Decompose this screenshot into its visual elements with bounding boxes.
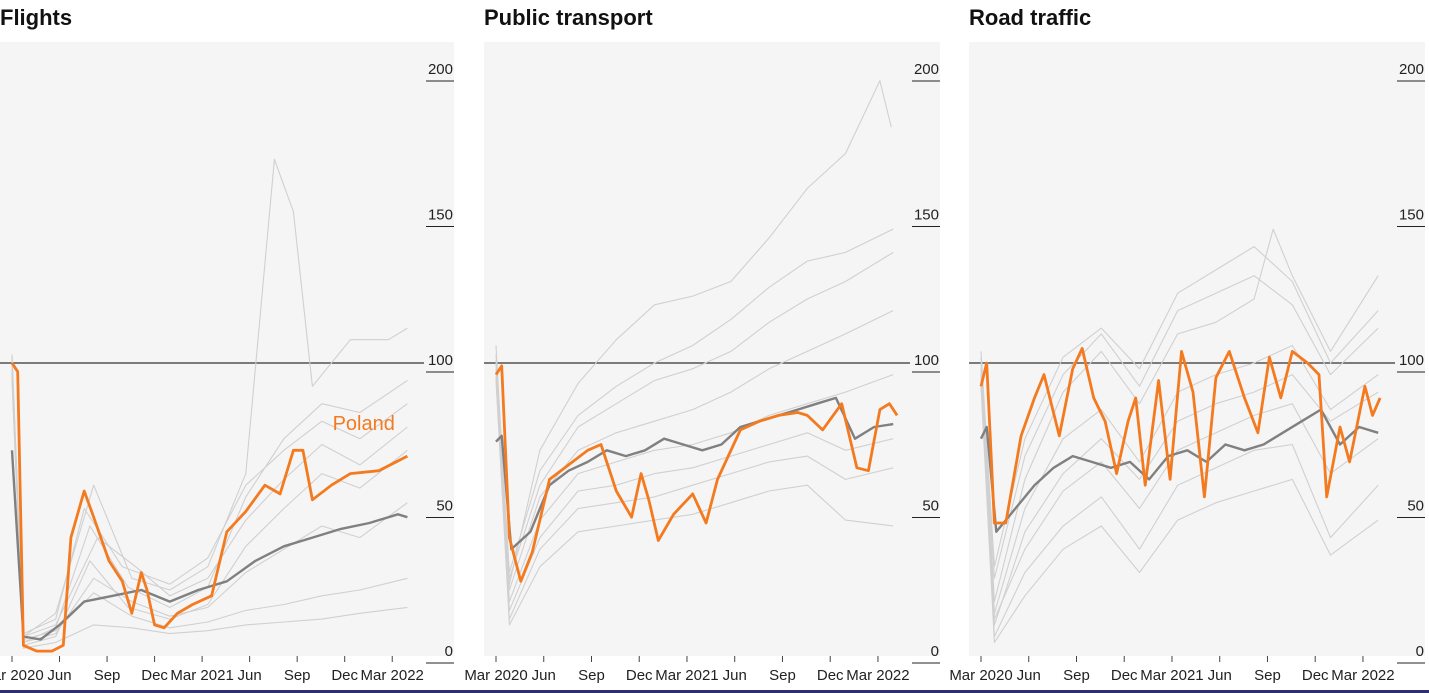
- y-tick-label: 50: [1407, 498, 1424, 515]
- series-line-country-g: [495, 251, 894, 579]
- series-line-country-e: [11, 360, 408, 635]
- x-tick-label: Jun: [238, 667, 262, 684]
- y-tick-label: 150: [914, 207, 939, 224]
- series-group: [979, 228, 1382, 643]
- series-line-country-a: [11, 158, 408, 638]
- panel-title: Road traffic: [969, 5, 1091, 30]
- y-tick-label: 0: [1416, 643, 1424, 660]
- x-tick-label: Mar 2021: [655, 667, 718, 684]
- x-tick-label: Mar 2021: [1140, 667, 1203, 684]
- y-tick-label: 100: [914, 352, 939, 369]
- x-tick-label: Dec: [817, 667, 844, 684]
- bottom-rule: [0, 690, 1429, 693]
- x-tick-label: Sep: [578, 667, 605, 684]
- x-tick-label: Dec: [331, 667, 358, 684]
- x-tick-label: Mar 2020: [0, 667, 44, 684]
- y-tick-label: 0: [931, 643, 939, 660]
- y-tick-label: 150: [1399, 207, 1424, 224]
- series-line-poland: [494, 364, 899, 583]
- series-line-country-f: [11, 377, 408, 649]
- x-tick-label: Dec: [626, 667, 653, 684]
- series-line-country-g: [11, 357, 408, 638]
- series-line-country-g: [980, 246, 1379, 568]
- y-tick-label: 50: [436, 498, 453, 515]
- y-tick-label: 50: [922, 498, 939, 515]
- x-tick-label: Sep: [284, 667, 311, 684]
- series-line-country-f: [495, 371, 894, 611]
- panel-title: Flights: [0, 5, 72, 30]
- series-line-country-a: [495, 80, 892, 585]
- x-tick-label: Jun: [532, 667, 556, 684]
- x-tick-label: Mar 2022: [846, 667, 909, 684]
- series-line-country-c: [980, 380, 1379, 638]
- x-tick-label: Sep: [769, 667, 796, 684]
- series-line-poland: [979, 347, 1382, 525]
- series-line-average: [10, 450, 408, 641]
- x-tick-label: Mar 2022: [361, 667, 424, 684]
- series-line-country-c: [495, 368, 894, 603]
- series-group: [10, 158, 409, 653]
- series-line-country-b: [980, 374, 1379, 626]
- y-tick-label: 200: [914, 61, 939, 78]
- x-tick-label: Sep: [1254, 667, 1281, 684]
- series-line-poland: [10, 362, 409, 653]
- x-tick-label: Jun: [1017, 667, 1041, 684]
- x-tick-label: Dec: [1111, 667, 1138, 684]
- x-tick-label: Mar 2020: [949, 667, 1012, 684]
- series-line-country-b: [11, 368, 408, 643]
- x-tick-label: Jun: [47, 667, 71, 684]
- x-tick-label: Sep: [1063, 667, 1090, 684]
- series-line-country-e: [495, 310, 894, 591]
- series-line-country-d: [495, 377, 894, 626]
- y-tick-label: 150: [428, 207, 453, 224]
- series-line-country-h: [495, 380, 894, 620]
- y-tick-label: 100: [428, 352, 453, 369]
- chart-panel-1: Public transport 0 50 100 150 200 Mar 2020 Jun S…: [464, 5, 940, 684]
- series-line-country-h: [980, 374, 1379, 620]
- highlight-label: Poland: [333, 413, 395, 435]
- series-line-country-d: [980, 275, 1379, 579]
- x-tick-label: Dec: [141, 667, 168, 684]
- chart-panel-0: Flights050100150200Mar 2020JunSepDecMar …: [0, 5, 454, 684]
- series-line-country-f: [980, 386, 1379, 643]
- plot-background: [484, 42, 940, 656]
- x-tick-label: Sep: [94, 667, 121, 684]
- plot-background: [969, 42, 1425, 656]
- chart-panel-2: Road traffic 0 50 100 150 200 Mar 2020 Jun Sep De…: [949, 5, 1425, 684]
- x-tick-label: Jun: [1208, 667, 1232, 684]
- series-line-country-a: [980, 228, 1379, 603]
- y-tick-label: 200: [1399, 61, 1424, 78]
- y-tick-label: 100: [1399, 352, 1424, 369]
- plot-background: [0, 42, 454, 656]
- x-tick-label: Mar 2021: [170, 667, 233, 684]
- x-tick-label: Mar 2022: [1331, 667, 1394, 684]
- series-line-country-b: [495, 228, 894, 574]
- x-tick-label: Dec: [1302, 667, 1329, 684]
- x-tick-label: Jun: [723, 667, 747, 684]
- y-tick-label: 0: [445, 643, 453, 660]
- series-group: [494, 80, 899, 626]
- y-tick-label: 200: [428, 61, 453, 78]
- series-line-country-h: [11, 371, 408, 643]
- panel-title: Public transport: [484, 5, 653, 30]
- x-tick-label: Mar 2020: [464, 667, 527, 684]
